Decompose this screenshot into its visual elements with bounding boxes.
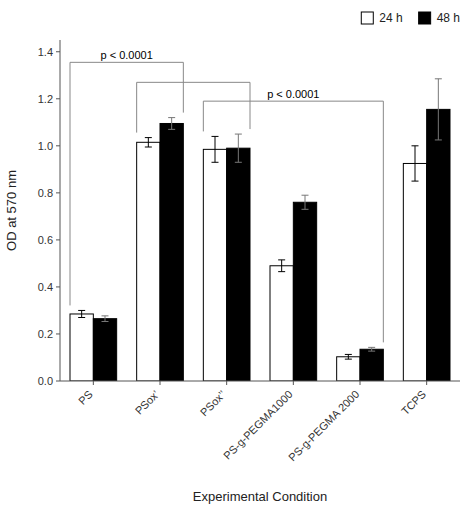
bar [137, 142, 160, 381]
error-bar [345, 354, 352, 359]
legend: 24 h 48 h [361, 11, 460, 25]
x-tick [293, 381, 294, 385]
legend-swatch [419, 12, 431, 24]
bar [203, 149, 226, 381]
error-bar [78, 310, 85, 317]
y-tick [56, 286, 60, 287]
significance-bracket [70, 62, 183, 305]
x-tick-label: PS-g-PEGMA1000 [221, 388, 295, 462]
significance-bracket [137, 82, 250, 132]
x-tick [93, 381, 94, 385]
significance-label: p < 0.0001 [267, 88, 319, 100]
y-axis: 0.0 0.2 0.4 0.6 0.8 1.0 1.2 1.4 [38, 40, 60, 387]
series [70, 136, 427, 381]
error-bar [145, 138, 152, 147]
y-tick-label: 1.2 [38, 93, 53, 105]
y-tick-label: 1.4 [38, 46, 53, 58]
y-tick-label: 0.6 [38, 234, 53, 246]
annotations: p < 0.0001 p < 0.0001 [70, 49, 383, 342]
significance-bracket [203, 101, 383, 342]
bar [293, 202, 316, 381]
error-bar [168, 118, 175, 130]
y-tick-label: 1.0 [38, 140, 53, 152]
y-tick [56, 51, 60, 52]
chart: 0.00.20.40.60.81.01.21.4PSPSox’PSox’’PS-… [0, 0, 474, 509]
error-bar [102, 316, 109, 322]
x-tick-label: PS [76, 388, 95, 407]
x-tick [360, 381, 361, 385]
bar [403, 163, 426, 381]
error-bar [235, 134, 242, 162]
series [93, 79, 450, 381]
plot-area [70, 79, 450, 381]
bar [227, 148, 250, 381]
legend-swatch [361, 12, 373, 24]
legend-label: 24 h [379, 11, 402, 25]
bar [70, 314, 93, 381]
x-tick-label: PSox’’ [198, 388, 228, 418]
y-tick [56, 333, 60, 334]
y-tick-label: 0.0 [38, 375, 53, 387]
y-tick [56, 192, 60, 193]
x-tick [426, 381, 427, 385]
x-tick-label: PS-g-PEGMA 2000 [286, 388, 362, 464]
error-bar [212, 136, 219, 162]
legend-item: 48 h [419, 11, 460, 25]
x-axis-line [60, 381, 460, 382]
error-bar [302, 195, 309, 209]
x-tick-label: TCPS [399, 388, 428, 417]
error-bar [278, 260, 285, 272]
bar [270, 266, 293, 381]
y-tick-label: 0.8 [38, 187, 53, 199]
x-axis-title: Experimental Condition [193, 489, 327, 504]
y-tick [56, 145, 60, 146]
y-tick [56, 381, 60, 382]
x-axis: PS PSox’ PSox’’PS-g-PEGMA1000PS-g-PEGMA 20… [60, 381, 460, 463]
y-axis-title: OD at 570 nm [4, 170, 19, 251]
y-tick-label: 0.4 [38, 281, 53, 293]
y-tick-label: 0.2 [38, 328, 53, 340]
bar [427, 109, 450, 381]
y-tick [56, 239, 60, 240]
legend-item: 24 h [361, 11, 402, 25]
x-tick [160, 381, 161, 385]
y-tick [56, 98, 60, 99]
bar [360, 349, 383, 381]
bar [160, 123, 183, 381]
legend-label: 48 h [437, 11, 460, 25]
x-tick-label: PSox’ [133, 388, 162, 417]
y-axis-line [60, 40, 61, 381]
bar [337, 357, 360, 381]
error-bar [412, 146, 419, 181]
significance-label: p < 0.0001 [101, 49, 153, 61]
x-tick [226, 381, 227, 385]
error-bar [435, 79, 442, 140]
error-bar [368, 347, 375, 351]
bar [93, 319, 116, 381]
